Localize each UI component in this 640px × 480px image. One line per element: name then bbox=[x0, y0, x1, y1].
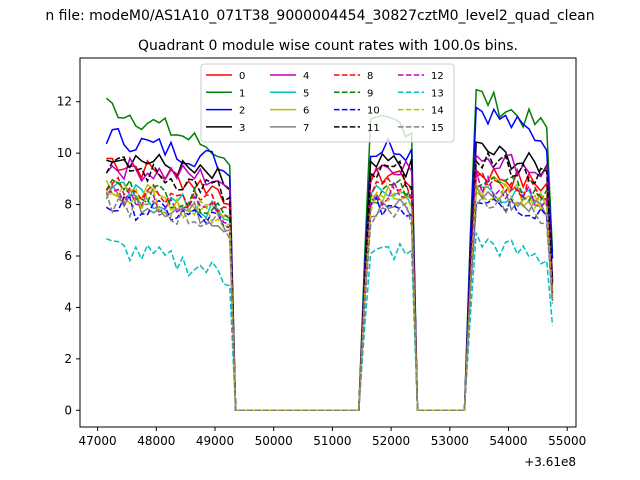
x-tick-label: 52000 bbox=[372, 434, 410, 448]
series-line-5 bbox=[105, 181, 554, 412]
legend-label-3: 3 bbox=[239, 123, 245, 134]
series-line-13 bbox=[106, 232, 554, 412]
x-axis-offset-label: +3.61e8 bbox=[524, 455, 576, 469]
chart-suptitle: n file: modeM0/AS1A10_071T38_9000004454_… bbox=[45, 8, 594, 24]
y-tick-label: 10 bbox=[57, 146, 72, 160]
y-axis-ticks: 0 2 4 6 8 10 12 bbox=[57, 95, 80, 417]
x-tick-label: 47000 bbox=[79, 434, 117, 448]
y-tick-label: 4 bbox=[64, 300, 72, 314]
x-tick-label: 53000 bbox=[431, 434, 469, 448]
y-tick-label: 0 bbox=[64, 403, 72, 417]
series-line-11 bbox=[105, 150, 554, 412]
x-tick-label: 51000 bbox=[313, 434, 351, 448]
legend-label-13: 13 bbox=[431, 88, 444, 99]
legend-label-6: 6 bbox=[303, 106, 309, 117]
y-tick-label: 8 bbox=[64, 198, 72, 212]
x-tick-label: 50000 bbox=[255, 434, 293, 448]
chart-title: Quadrant 0 module wise count rates with … bbox=[138, 38, 518, 54]
x-tick-label: 54000 bbox=[489, 434, 527, 448]
legend-label-10: 10 bbox=[367, 106, 380, 117]
x-tick-label: 49000 bbox=[196, 434, 234, 448]
y-tick-label: 2 bbox=[64, 352, 72, 366]
series-line-15 bbox=[105, 192, 554, 412]
series-line-14 bbox=[106, 182, 554, 412]
y-tick-label: 6 bbox=[64, 249, 72, 263]
legend-label-0: 0 bbox=[239, 71, 245, 82]
legend-label-7: 7 bbox=[303, 123, 309, 134]
legend-label-8: 8 bbox=[367, 71, 373, 82]
series-line-1 bbox=[105, 88, 554, 412]
series-line-7 bbox=[105, 183, 554, 412]
legend-label-15: 15 bbox=[431, 123, 444, 134]
x-tick-label: 55000 bbox=[548, 434, 586, 448]
x-axis-ticks: 47000 48000 49000 50000 51000 52000 53000 54000… bbox=[79, 427, 586, 448]
legend-label-2: 2 bbox=[239, 106, 245, 117]
plot-lines bbox=[105, 88, 554, 412]
series-line-4 bbox=[105, 153, 554, 412]
series-line-10 bbox=[105, 196, 554, 412]
legend-frame bbox=[200, 63, 455, 143]
x-tick-label: 48000 bbox=[137, 434, 175, 448]
axes-frame bbox=[79, 57, 577, 428]
series-line-0 bbox=[106, 157, 554, 412]
legend-label-9: 9 bbox=[367, 88, 373, 99]
legend-label-5: 5 bbox=[303, 88, 309, 99]
y-tick-label: 12 bbox=[57, 95, 72, 109]
legend-label-14: 14 bbox=[431, 106, 444, 117]
legend-label-12: 12 bbox=[431, 71, 444, 82]
legend-label-11: 11 bbox=[367, 123, 380, 134]
legend-label-1: 1 bbox=[239, 88, 245, 99]
legend-label-4: 4 bbox=[303, 71, 309, 82]
